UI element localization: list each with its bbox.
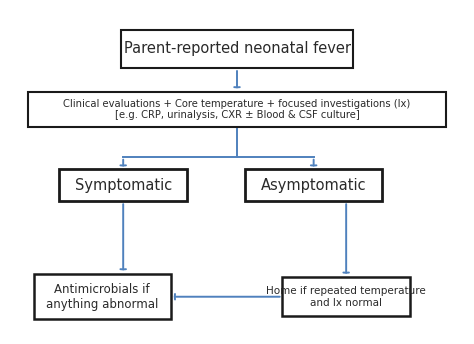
FancyBboxPatch shape <box>34 274 171 320</box>
Text: Parent-reported neonatal fever: Parent-reported neonatal fever <box>124 41 350 56</box>
Text: Clinical evaluations + Core temperature + focused investigations (Ix)
[e.g. CRP,: Clinical evaluations + Core temperature … <box>64 99 410 120</box>
FancyBboxPatch shape <box>121 30 353 68</box>
FancyBboxPatch shape <box>283 277 410 316</box>
Text: Antimicrobials if
anything abnormal: Antimicrobials if anything abnormal <box>46 283 158 311</box>
FancyBboxPatch shape <box>59 170 187 202</box>
FancyBboxPatch shape <box>28 92 446 127</box>
FancyBboxPatch shape <box>245 170 382 202</box>
Text: Home if repeated temperature
and Ix normal: Home if repeated temperature and Ix norm… <box>266 286 426 308</box>
Text: Asymptomatic: Asymptomatic <box>261 178 366 193</box>
Text: Symptomatic: Symptomatic <box>74 178 172 193</box>
